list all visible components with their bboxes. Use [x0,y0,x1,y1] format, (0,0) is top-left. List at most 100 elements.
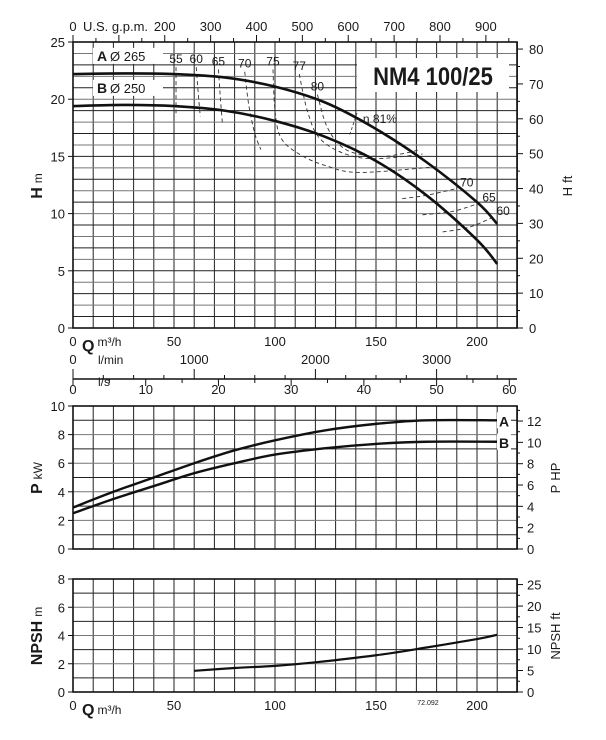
npsh-x-tick-label: 100 [264,698,286,713]
ls-tick-label: 20 [211,382,225,397]
power-curve-A [72,418,498,509]
efficiency-label: 60 [190,52,204,66]
power-y-tick-label: 2 [58,513,65,528]
power-axis-title: PkW [29,461,46,494]
head-x-tick-label: 150 [365,334,387,349]
power-y2-tick-label: 2 [527,521,534,536]
power-y2-unit: HP [548,463,563,481]
efficiency-line-65 [422,202,480,216]
power-y2-axis-title: P HP [548,463,563,494]
efficiency-label: 77 [293,59,307,73]
lmin-tick-label: 0 [69,352,76,367]
head-y2-tick-label: 0 [529,321,536,336]
q-axis-unit: m³/h [97,335,121,349]
npsh-axis-unit: m [31,607,45,617]
head-y-tick-label: 15 [51,149,65,164]
head-x-tick-label: 50 [167,334,181,349]
npsh-y2-tick-label: 25 [527,578,541,593]
efficiency-label: 55 [169,52,183,66]
head-y2-unit: ft [560,175,575,183]
head-y2-tick-label: 10 [529,286,543,301]
power-label-bg [497,433,511,450]
curve-label-bg [93,47,163,64]
npsh-y2-axis-title: NPSH ft [548,612,563,660]
efficiency-label: 65 [212,54,226,68]
npsh-y2-tick-label: 20 [527,599,541,614]
head-y2-tick-label: 60 [529,112,543,127]
power-axis-symbol: P [29,483,46,494]
drawing-code: 72.092 [417,700,439,707]
model-title-bg [357,58,509,92]
gpm-tick-label: 500 [292,19,314,34]
ls-axis-label: l/s [98,375,110,389]
power-y2-tick-label: 0 [527,542,534,557]
lmin-tick-label: 1000 [180,352,209,367]
curve-label-letter: B [97,80,107,96]
head-y2-tick-label: 70 [529,77,543,92]
head-y-tick-label: 20 [51,92,65,107]
npsh-q-axis-symbol: Q [82,702,94,719]
power-y2-tick-label: 6 [527,478,534,493]
head-x-tick-label: 100 [264,334,286,349]
efficiency-label: 75 [266,54,280,68]
npsh-x-tick-label: 50 [167,698,181,713]
efficiency-peak-label: η 81% [363,112,397,126]
head-curve-B [72,103,499,265]
head-axis-title: Hm [29,173,46,199]
npsh-axis-title: NPSH m [29,607,46,665]
ls-tick-label: 0 [69,382,76,397]
efficiency-label: 60 [496,204,510,218]
gpm-tick-label: 700 [383,19,405,34]
npsh-x-tick-label: 0 [69,698,76,713]
npsh-q-axis-unit: m³/h [97,703,121,717]
ls-tick-label: 60 [502,382,516,397]
power-curve-label: A [499,413,509,429]
gpm-tick-label: 600 [337,19,359,34]
power-y-tick-label: 0 [58,542,65,557]
efficiency-label: 70 [238,57,252,71]
head-x-tick-label: 200 [466,334,488,349]
ls-tick-label: 30 [284,382,298,397]
npsh-y2-tick-label: 15 [527,621,541,636]
power-curve-B [72,440,498,515]
npsh-y-tick-label: 0 [58,685,65,700]
head-y2-tick-label: 40 [529,182,543,197]
npsh-y-tick-label: 6 [58,600,65,615]
ls-tick-label: 50 [429,382,443,397]
npsh-axis-symbol: NPSH [29,621,46,665]
head-y2-axis-title: Hft [560,175,575,196]
gpm-tick-label: 400 [246,19,268,34]
gpm-tick-label: 200 [154,19,176,34]
head-y2-symbol: H [560,187,575,196]
gpm-tick-label: 800 [429,19,451,34]
npsh-x-tick-label: 200 [466,698,488,713]
efficiency-label: 70 [460,175,474,189]
lmin-tick-label: 2000 [301,352,330,367]
head-y2-tick-label: 80 [529,42,543,57]
efficiency-line-70 [244,71,262,150]
power-y2-tick-label: 4 [527,499,534,514]
npsh-y2-unit: ft [548,612,563,620]
npsh-curve [194,633,498,672]
gpm-tick-label: 900 [475,19,497,34]
head-y-tick-label: 5 [58,264,65,279]
power-y2-symbol: P [548,485,563,494]
power-plot-frame [72,405,518,550]
head-y2-tick-label: 50 [529,147,543,162]
head-curve-A [72,72,499,225]
q-axis-symbol: Q [82,338,94,355]
curve-label-bg [93,79,163,96]
power-axis-unit: kW [31,461,45,479]
gpm-tick-label: 0 [69,19,76,34]
efficiency-line-77 [298,73,423,160]
efficiency-label: 80 [311,80,325,94]
power-y2-tick-label: 8 [527,457,534,472]
head-plot-frame [72,41,518,329]
head-x-tick-label: 0 [69,334,76,349]
head-axis-unit: m [31,173,45,183]
curve-label-letter: A [97,48,107,64]
head-y-tick-label: 0 [58,321,65,336]
